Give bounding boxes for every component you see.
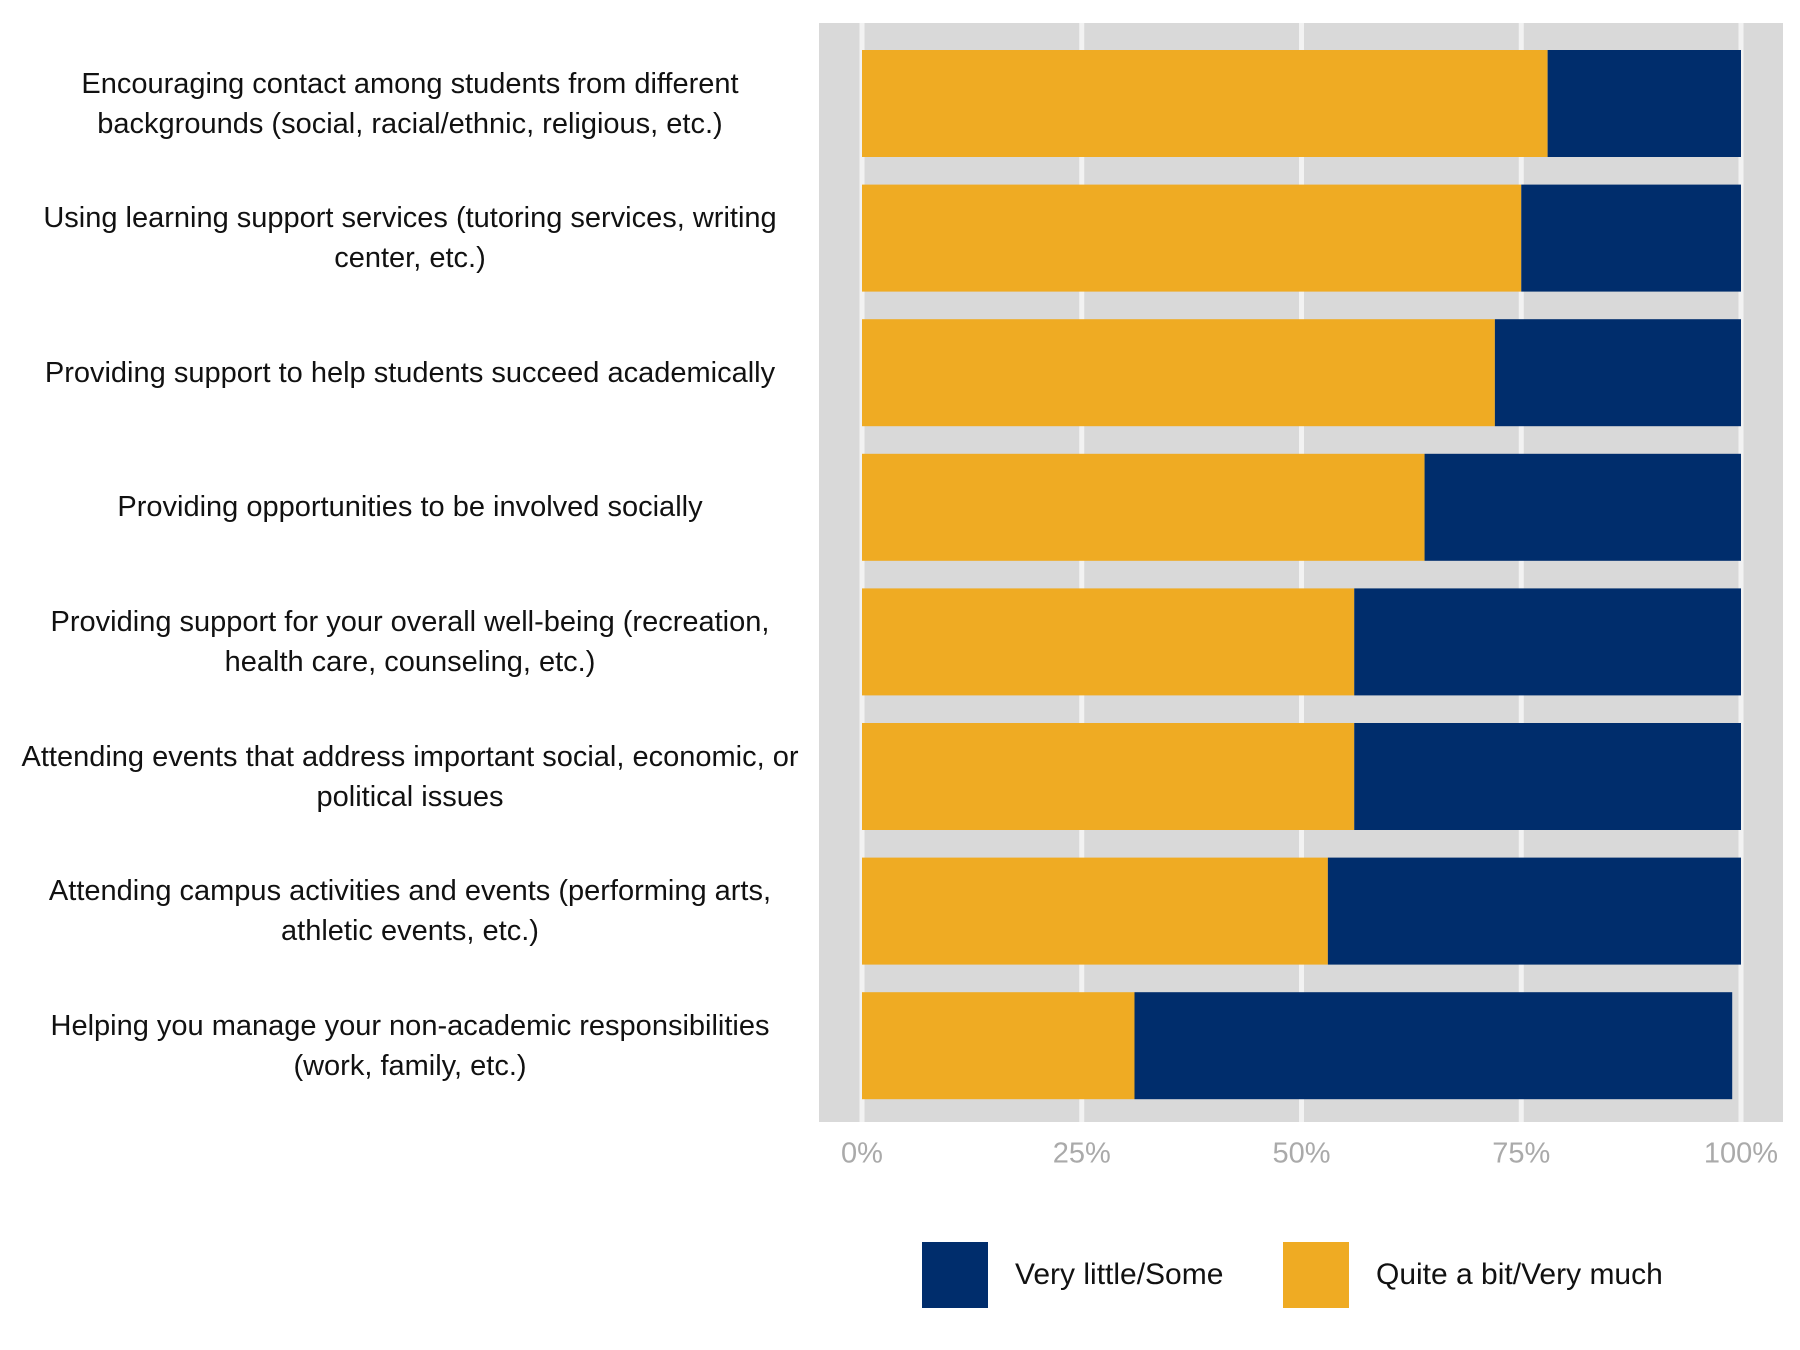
bar-segment bbox=[1424, 453, 1741, 561]
bar-segment bbox=[862, 453, 1425, 561]
bar-segment bbox=[862, 50, 1548, 157]
x-tick-label: 75% bbox=[1492, 1138, 1550, 1170]
x-tick-label: 100% bbox=[1704, 1138, 1778, 1170]
category-label: Providing opportunities to be involved s… bbox=[117, 491, 703, 524]
legend-label: Very little/Some bbox=[1015, 1258, 1223, 1291]
bar-segment bbox=[1134, 992, 1733, 1100]
x-tick-label: 0% bbox=[841, 1138, 883, 1170]
bar-segment bbox=[862, 723, 1355, 830]
category-label: Helping you manage your non-academic res… bbox=[50, 1009, 770, 1082]
bar-segment bbox=[1354, 588, 1741, 696]
x-tick-label: 25% bbox=[1053, 1138, 1111, 1170]
legend-swatch bbox=[922, 1242, 988, 1308]
bar-segment bbox=[862, 992, 1135, 1100]
bar-segment bbox=[1327, 857, 1741, 965]
category-label: Attending campus activities and events (… bbox=[48, 875, 772, 948]
bar-segment bbox=[1354, 723, 1741, 830]
legend-swatch bbox=[1283, 1242, 1349, 1308]
category-label: Using learning support services (tutorin… bbox=[43, 202, 777, 275]
bar-segment bbox=[1521, 184, 1741, 292]
category-label: Encouraging contact among students from … bbox=[81, 67, 739, 140]
category-label: Providing support for your overall well-… bbox=[50, 605, 770, 678]
bar-segment bbox=[1494, 319, 1741, 427]
category-label: Attending events that address important … bbox=[21, 740, 799, 813]
bar-segment bbox=[1547, 50, 1741, 157]
bar-segment bbox=[862, 184, 1522, 292]
x-tick-label: 50% bbox=[1272, 1138, 1330, 1170]
bar-segment bbox=[862, 857, 1328, 965]
bar-segment bbox=[862, 588, 1355, 696]
legend-label: Quite a bit/Very much bbox=[1376, 1258, 1663, 1291]
bar-segment bbox=[862, 319, 1495, 427]
category-label: Providing support to help students succe… bbox=[44, 356, 776, 389]
